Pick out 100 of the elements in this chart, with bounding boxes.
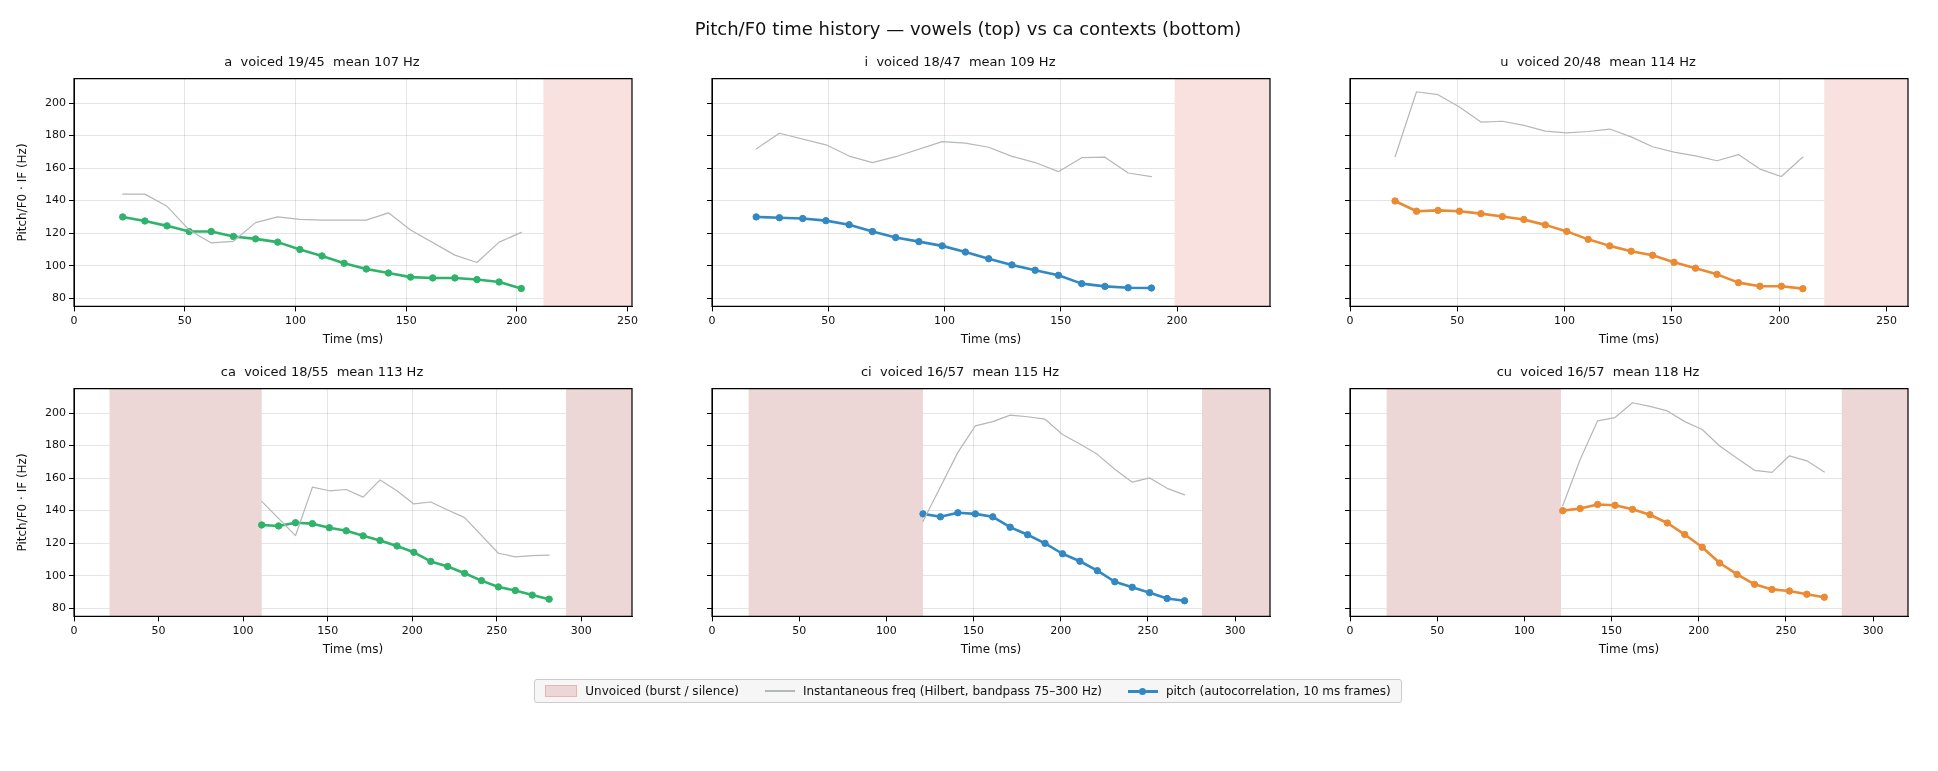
point [1803, 590, 1811, 598]
x-axis-title: Time (ms) [959, 331, 1022, 346]
x-tick-label: 250 [1137, 623, 1159, 637]
x-tick-label: 250 [1775, 623, 1797, 637]
point [1713, 270, 1721, 279]
point [1646, 511, 1654, 519]
y-tick-label: 200 [45, 95, 66, 109]
x-tick-label: 50 [177, 313, 192, 327]
point [1008, 261, 1016, 269]
point [545, 595, 553, 603]
chart-title: cu voiced 16/57 mean 118 Hz [1496, 364, 1700, 380]
point [1412, 207, 1421, 215]
point [528, 591, 536, 599]
point [1180, 597, 1189, 605]
point [822, 216, 830, 225]
point [1627, 247, 1635, 255]
y-tick-label: 160 [45, 160, 66, 174]
point [362, 265, 370, 273]
point [340, 259, 348, 267]
chart-title: ca voiced 18/55 mean 113 Hz [220, 364, 424, 380]
x-tick-label: 100 [934, 313, 955, 327]
point [429, 274, 437, 282]
point [359, 532, 367, 540]
point [984, 255, 993, 263]
point [891, 233, 900, 242]
chart-title: a voiced 19/45 mean 107 Hz [224, 54, 420, 70]
x-tick-label: 100 [1513, 623, 1535, 637]
y-tick-label: 120 [45, 536, 66, 550]
point [1681, 530, 1689, 539]
point [798, 214, 807, 223]
point [1147, 284, 1156, 292]
point [427, 557, 435, 566]
point [1477, 209, 1485, 218]
x-tick-label: 200 [1768, 313, 1790, 327]
point [229, 232, 238, 241]
point [1145, 588, 1154, 597]
point [1648, 251, 1657, 260]
y-tick-label: 120 [45, 226, 66, 240]
point [936, 513, 945, 521]
x-tick-label: 50 [151, 623, 166, 637]
y-tick-label: 160 [45, 470, 66, 484]
legend-label: Unvoiced (burst / silence) [585, 684, 739, 698]
x-tick-label: 100 [232, 623, 254, 637]
point [308, 519, 317, 528]
point [1785, 587, 1794, 595]
point [296, 245, 304, 254]
y-tick-label: 100 [45, 568, 66, 582]
point [1093, 566, 1102, 575]
point [495, 278, 503, 286]
x-tick-label: 100 [1554, 313, 1576, 327]
point [1541, 221, 1549, 229]
x-axis-title: Time (ms) [959, 641, 1022, 656]
point [775, 214, 784, 222]
point [119, 213, 127, 221]
x-tick-label: 200 [506, 313, 528, 327]
chart-title: i voiced 18/47 mean 109 Hz [864, 54, 1056, 70]
point [1006, 523, 1014, 531]
x-tick-label: 0 [708, 623, 716, 637]
point [251, 235, 260, 243]
point [1163, 594, 1171, 603]
point [163, 222, 171, 230]
point [1756, 282, 1764, 290]
point [517, 284, 525, 293]
point [1584, 235, 1592, 244]
y-tick-label: 180 [45, 128, 66, 142]
point [1077, 279, 1086, 288]
point [1455, 207, 1464, 215]
point [1670, 258, 1678, 266]
x-tick-label: 150 [963, 623, 985, 637]
point [477, 576, 486, 585]
point [1041, 539, 1049, 548]
text: Pitch/F0 time history — vowels (top) vs ca contexts (bottom) [693, 17, 1243, 41]
point [1023, 531, 1032, 539]
x-tick-label: 250 [486, 623, 508, 637]
point [1434, 206, 1442, 215]
x-axis-title: Time (ms) [321, 641, 384, 656]
point [291, 518, 300, 527]
point [393, 542, 401, 550]
point [410, 548, 418, 556]
x-tick-label: 250 [617, 313, 639, 327]
x-tick-label: 0 [1346, 623, 1354, 637]
point [1691, 264, 1700, 272]
x-tick-label: 100 [875, 623, 897, 637]
point [1777, 282, 1786, 290]
point [1768, 585, 1776, 594]
point [1734, 278, 1743, 287]
point [376, 536, 384, 545]
point [961, 248, 970, 256]
point [1733, 570, 1741, 579]
point [451, 274, 459, 282]
x-tick-label: 250 [1876, 313, 1898, 327]
point [1498, 212, 1507, 221]
point [1054, 271, 1063, 280]
x-tick-label: 150 [1050, 313, 1072, 327]
x-tick-label: 0 [1346, 313, 1354, 327]
point [342, 527, 350, 535]
legend-label: Instantaneous freq (Hilbert, bandpass 75–300 Hz) [802, 684, 1102, 698]
point [1576, 504, 1584, 513]
y-tick-label: 180 [45, 438, 66, 452]
point [318, 252, 326, 260]
